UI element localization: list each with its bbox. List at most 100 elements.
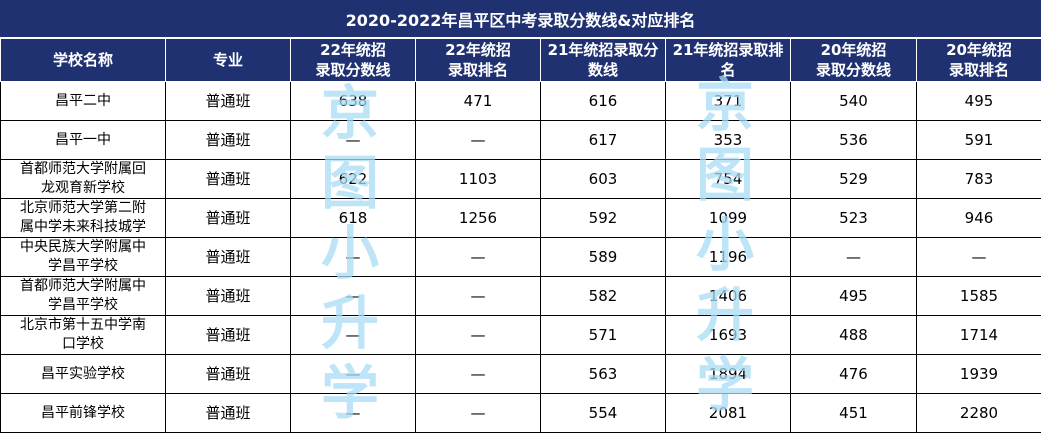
school-name-cell: 北京市第十五中学南 口学校	[0, 315, 166, 355]
cell-s21: 616	[540, 81, 666, 121]
table-row: 昌平前锋学校 普通班 — —554 2081 451 2280	[0, 393, 1041, 433]
cell-s20: 476	[790, 354, 917, 394]
cell-r22: 1103	[415, 159, 541, 199]
cell-r21: 1099	[665, 198, 791, 238]
cell-r21: 1406	[665, 276, 791, 316]
school-name-cell: 昌平一中	[0, 120, 166, 160]
cell-major: 普通班	[165, 159, 291, 199]
cell-s22: —	[290, 315, 416, 355]
school-name-cell: 中央民族大学附属中 学昌平学校	[0, 237, 166, 277]
cell-s21: 582	[540, 276, 666, 316]
column-header-line: 录取分数线	[315, 61, 391, 79]
school-name-line: 首都师范大学附属回	[20, 161, 146, 177]
school-name-cell: 首都师范大学附属回 龙观育新学校	[0, 159, 166, 199]
column-header: 21年统招录取排名	[665, 38, 791, 82]
table-row: 北京师范大学第二附 属中学未来科技城学 普通班 618 1256 592 1099 523 94…	[0, 198, 1041, 238]
column-header-line: 名	[720, 61, 736, 79]
cell-r20: 1939	[916, 354, 1041, 394]
cell-r22: —	[415, 237, 541, 277]
cell-r22: —	[415, 354, 541, 394]
column-header-line: 学校名称	[52, 51, 113, 69]
school-name-line: 昌平一中	[55, 131, 111, 148]
school-name-cell: 昌平前锋学校	[0, 393, 166, 433]
cell-r21: 1894	[665, 354, 791, 394]
cell-r21: 371	[665, 81, 791, 121]
cell-major: 普通班	[165, 237, 291, 277]
column-header: 22年统招 录取排名	[415, 38, 541, 82]
column-header: 专业	[165, 38, 291, 82]
school-name-line: 属中学未来科技城学	[20, 219, 146, 235]
cell-s21: 603	[540, 159, 666, 199]
school-name-cell: 北京师范大学第二附 属中学未来科技城学	[0, 198, 166, 238]
school-name-line: 北京市第十五中学南	[20, 317, 146, 333]
column-header: 21年统招录取分 数线	[540, 38, 666, 82]
column-header-line: 22年统招	[320, 41, 386, 59]
school-name-line: 学昌平学校	[48, 258, 118, 274]
table-row: 首都师范大学附属中 学昌平学校 普通班 — —582 1406 495 1585	[0, 276, 1041, 316]
cell-major: 普通班	[165, 81, 291, 121]
cell-r22: —	[415, 393, 541, 433]
column-header-line: 21年统招录取分	[547, 41, 659, 59]
cell-s21: 571	[540, 315, 666, 355]
school-name-line: 学昌平学校	[48, 297, 118, 313]
column-header-line: 20年统招	[820, 41, 887, 59]
cell-r20: —	[916, 237, 1041, 277]
cell-s22: 618	[290, 198, 416, 238]
cell-s20: 540	[790, 81, 917, 121]
cell-s22: —	[290, 276, 416, 316]
cell-major: 普通班	[165, 354, 291, 394]
column-header: 20年统招录取分数线	[790, 38, 917, 82]
column-header: 22年统招录取分数线	[290, 38, 416, 82]
cell-r22: —	[415, 315, 541, 355]
column-header: 20年统招 录取排名	[916, 38, 1041, 82]
column-header-line: 专业	[212, 51, 243, 69]
table-header: 学校名称 专业 22年统招 录取分数线 22年统招 录取排名 21年统招录取分 数线 21年统招…	[0, 38, 1041, 82]
column-header-line: 21年统招录取排	[672, 41, 784, 59]
table-body: 昌平二中 普通班 638 471 616 371 540 495 昌平一中 普通班 — —617 353…	[0, 81, 1041, 433]
school-name-line: 龙观育新学校	[41, 180, 125, 196]
cell-major: 普通班	[165, 198, 291, 238]
score-table: 学校名称 专业 22年统招 录取分数线 22年统招 录取排名 21年统招录取分 数线 21年统招…	[0, 38, 1041, 433]
cell-major: 普通班	[165, 393, 291, 433]
school-name-line: 首都师范大学附属中	[20, 278, 146, 294]
cell-r22: 1256	[415, 198, 541, 238]
header-row: 学校名称 专业 22年统招 录取分数线 22年统招 录取排名 21年统招录取分 数线 21年统招…	[0, 38, 1041, 82]
column-header-line: 录取分数线	[815, 61, 891, 79]
cell-r22: —	[415, 120, 541, 160]
cell-s22: —	[290, 354, 416, 394]
cell-r20: 1714	[916, 315, 1041, 355]
table-row: 昌平一中 普通班 — —617 353 536 591	[0, 120, 1041, 160]
cell-r20: 1585	[916, 276, 1041, 316]
table-row: 昌平二中 普通班 638 471 616 371 540 495	[0, 81, 1041, 121]
table-row: 中央民族大学附属中 学昌平学校 普通班 — —589 1196— —	[0, 237, 1041, 277]
cell-major: 普通班	[165, 276, 291, 316]
cell-r20: 2280	[916, 393, 1041, 433]
table-row: 首都师范大学附属回 龙观育新学校 普通班 622 1103 603 754 529 783	[0, 159, 1041, 199]
cell-s22: —	[290, 237, 416, 277]
cell-s21: 554	[540, 393, 666, 433]
cell-r20: 946	[916, 198, 1041, 238]
cell-s20: 451	[790, 393, 917, 433]
school-name-cell: 昌平实验学校	[0, 354, 166, 394]
school-name-cell: 首都师范大学附属中 学昌平学校	[0, 276, 166, 316]
column-header-line: 数线	[587, 61, 618, 79]
cell-r22: —	[415, 276, 541, 316]
cell-r21: 353	[665, 120, 791, 160]
cell-s22: —	[290, 120, 416, 160]
school-name-line: 昌平前锋学校	[41, 404, 125, 421]
cell-s21: 563	[540, 354, 666, 394]
cell-s22: 622	[290, 159, 416, 199]
cell-major: 普通班	[165, 315, 291, 355]
cell-r21: 1196	[665, 237, 791, 277]
cell-major: 普通班	[165, 120, 291, 160]
school-name-cell: 昌平二中	[0, 81, 166, 121]
cell-r21: 2081	[665, 393, 791, 433]
cell-s21: 617	[540, 120, 666, 160]
cell-s20: 523	[790, 198, 917, 238]
school-name-line: 北京师范大学第二附	[20, 200, 146, 216]
table-title: 2020-2022年昌平区中考录取分数线&对应排名	[0, 0, 1041, 38]
cell-r22: 471	[415, 81, 541, 121]
column-header: 学校名称	[0, 38, 166, 82]
column-header-line: 录取排名	[447, 61, 508, 79]
